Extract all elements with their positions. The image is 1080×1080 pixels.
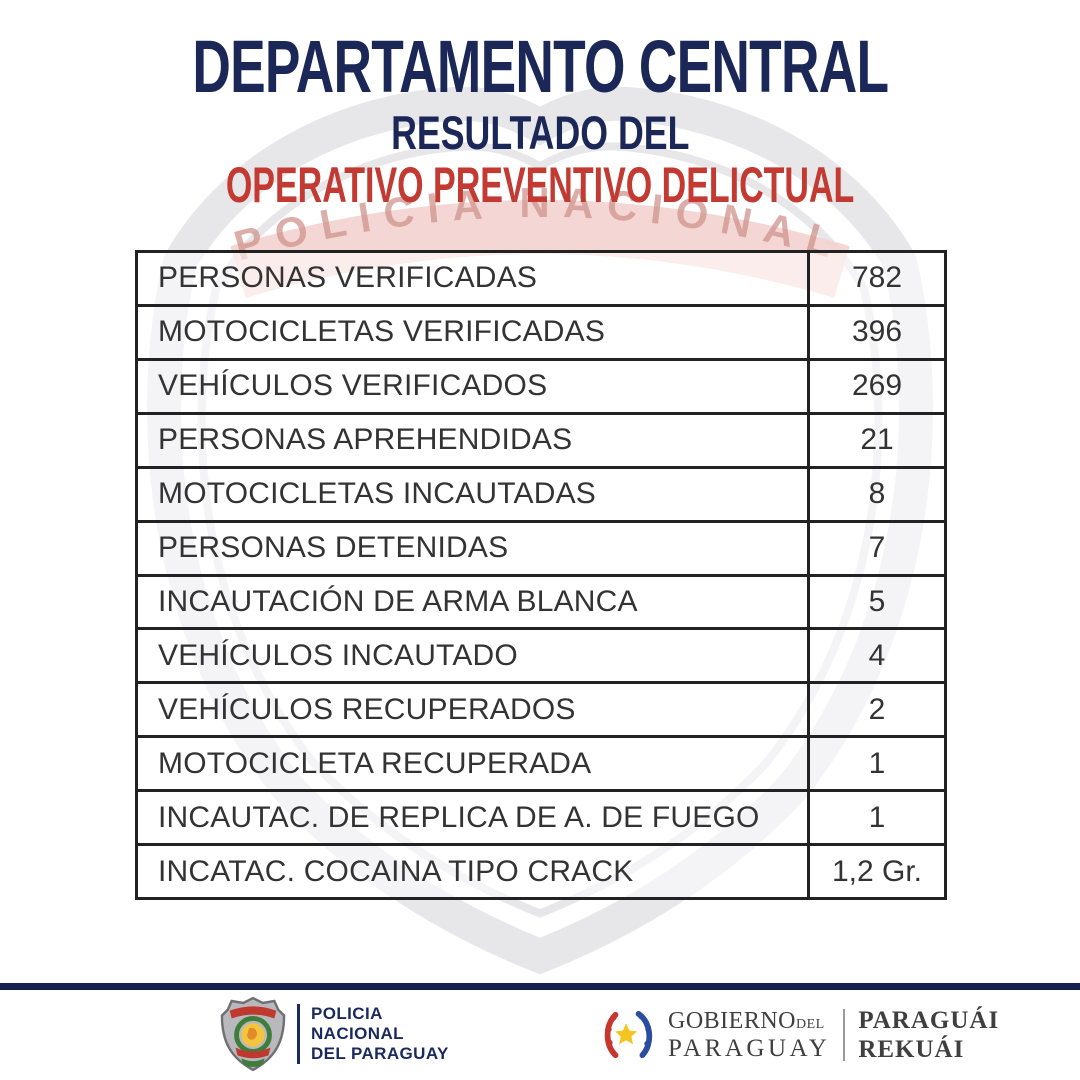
table-row: MOTOCICLETA RECUPERADA 1: [138, 738, 944, 793]
table-row: INCATAC. COCAINA TIPO CRACK 1,2 Gr.: [138, 846, 944, 898]
row-label: PERSONAS VERIFICADAS: [158, 261, 538, 295]
row-value: 7: [807, 522, 944, 574]
row-label: PERSONAS DETENIDAS: [158, 531, 509, 565]
government-logo-block: GOBIERNOdel PARAGUAY PARAGUÁI REKUÁI: [601, 1008, 999, 1062]
row-value: 2: [807, 684, 944, 736]
gobierno-text: GOBIERNOdel PARAGUAY: [668, 1009, 830, 1061]
police-text-line1: POLICIA: [311, 1004, 383, 1023]
row-label: PERSONAS APREHENDIDAS: [158, 423, 573, 457]
guarani-text: PARAGUÁI REKUÁI: [858, 1008, 999, 1062]
table-row: MOTOCICLETAS INCAUTADAS 8: [138, 468, 944, 523]
row-value: 396: [807, 306, 944, 358]
guarani-line1: PARAGUÁI: [858, 1007, 1000, 1034]
police-badge-icon: [220, 996, 286, 1072]
table-row: INCAUTACIÓN DE ARMA BLANCA 5: [138, 576, 944, 631]
gobierno-paraguay: PARAGUAY: [668, 1035, 831, 1062]
footer-divider-line: [0, 983, 1080, 990]
header-block: DEPARTAMENTO CENTRAL: [0, 30, 1080, 104]
operation-title: OPERATIVO PREVENTIVO DELICTUAL: [225, 157, 855, 213]
row-value: 1: [807, 738, 944, 790]
police-logo-text: POLICIA NACIONAL DEL PARAGUAY: [311, 1004, 449, 1064]
row-label: INCAUTACIÓN DE ARMA BLANCA: [158, 584, 638, 618]
row-label: MOTOCICLETA RECUPERADA: [158, 746, 592, 780]
results-table: PERSONAS VERIFICADAS 782 MOTOCICLETAS VE…: [135, 250, 947, 900]
police-logo-separator: [297, 1004, 300, 1064]
table-row: VEHÍCULOS INCAUTADO 4: [138, 630, 944, 685]
row-value: 4: [807, 630, 944, 682]
table-row: INCAUTAC. DE REPLICA DE A. DE FUEGO 1: [138, 792, 944, 847]
row-label: VEHÍCULOS RECUPERADOS: [158, 692, 576, 726]
row-value: 269: [807, 360, 944, 412]
table-row: PERSONAS APREHENDIDAS 21: [138, 414, 944, 469]
row-value: 21: [807, 414, 944, 466]
table-row: MOTOCICLETAS VERIFICADAS 396: [138, 306, 944, 361]
table-row: PERSONAS DETENIDAS 7: [138, 522, 944, 577]
table-row: PERSONAS VERIFICADAS 782: [138, 253, 944, 307]
row-value: 1,2 Gr.: [807, 846, 944, 898]
page-title: DEPARTAMENTO CENTRAL: [192, 25, 889, 108]
gobierno-del: del: [796, 1017, 825, 1032]
operation-title-block: OPERATIVO PREVENTIVO DELICTUAL: [0, 160, 1080, 210]
police-text-line3: DEL PARAGUAY: [311, 1044, 449, 1063]
subtitle-block: RESULTADO DEL: [0, 109, 1080, 156]
row-label: INCATAC. COCAINA TIPO CRACK: [158, 854, 634, 888]
gobierno-word: GOBIERNO: [668, 1008, 796, 1034]
table-row: VEHÍCULOS RECUPERADOS 2: [138, 684, 944, 739]
row-value: 8: [807, 468, 944, 520]
row-value: 1: [807, 792, 944, 844]
government-logo-separator: [843, 1009, 846, 1061]
row-label: VEHÍCULOS VERIFICADOS: [158, 369, 548, 403]
police-logo-block: POLICIA NACIONAL DEL PARAGUAY: [220, 996, 449, 1072]
page-subtitle: RESULTADO DEL: [390, 106, 690, 159]
row-label: MOTOCICLETAS VERIFICADAS: [158, 315, 606, 349]
guarani-line2: REKUÁI: [858, 1036, 965, 1063]
police-text-line2: NACIONAL: [311, 1024, 404, 1043]
row-label: VEHÍCULOS INCAUTADO: [158, 638, 518, 672]
footer: POLICIA NACIONAL DEL PARAGUAY GOBIERNOde…: [0, 990, 1080, 1080]
row-value: 782: [807, 253, 944, 304]
row-label: MOTOCICLETAS INCAUTADAS: [158, 477, 596, 511]
row-label: INCAUTAC. DE REPLICA DE A. DE FUEGO: [158, 800, 760, 834]
row-value: 5: [807, 576, 944, 628]
table-row: VEHÍCULOS VERIFICADOS 269: [138, 360, 944, 415]
gobierno-emblem-icon: [604, 1010, 653, 1059]
